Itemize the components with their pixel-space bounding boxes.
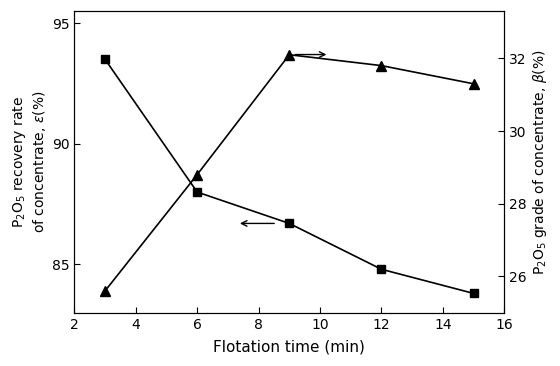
Y-axis label: $\mathregular{P_2O_5}$ grade of concentrate, $\itβ$(%): $\mathregular{P_2O_5}$ grade of concentr… [531, 49, 549, 275]
Y-axis label: $\mathregular{P_2O_5}$ recovery rate
of concentrate, $\itε$(%): $\mathregular{P_2O_5}$ recovery rate of … [11, 91, 48, 233]
X-axis label: Flotation time (min): Flotation time (min) [213, 340, 365, 355]
